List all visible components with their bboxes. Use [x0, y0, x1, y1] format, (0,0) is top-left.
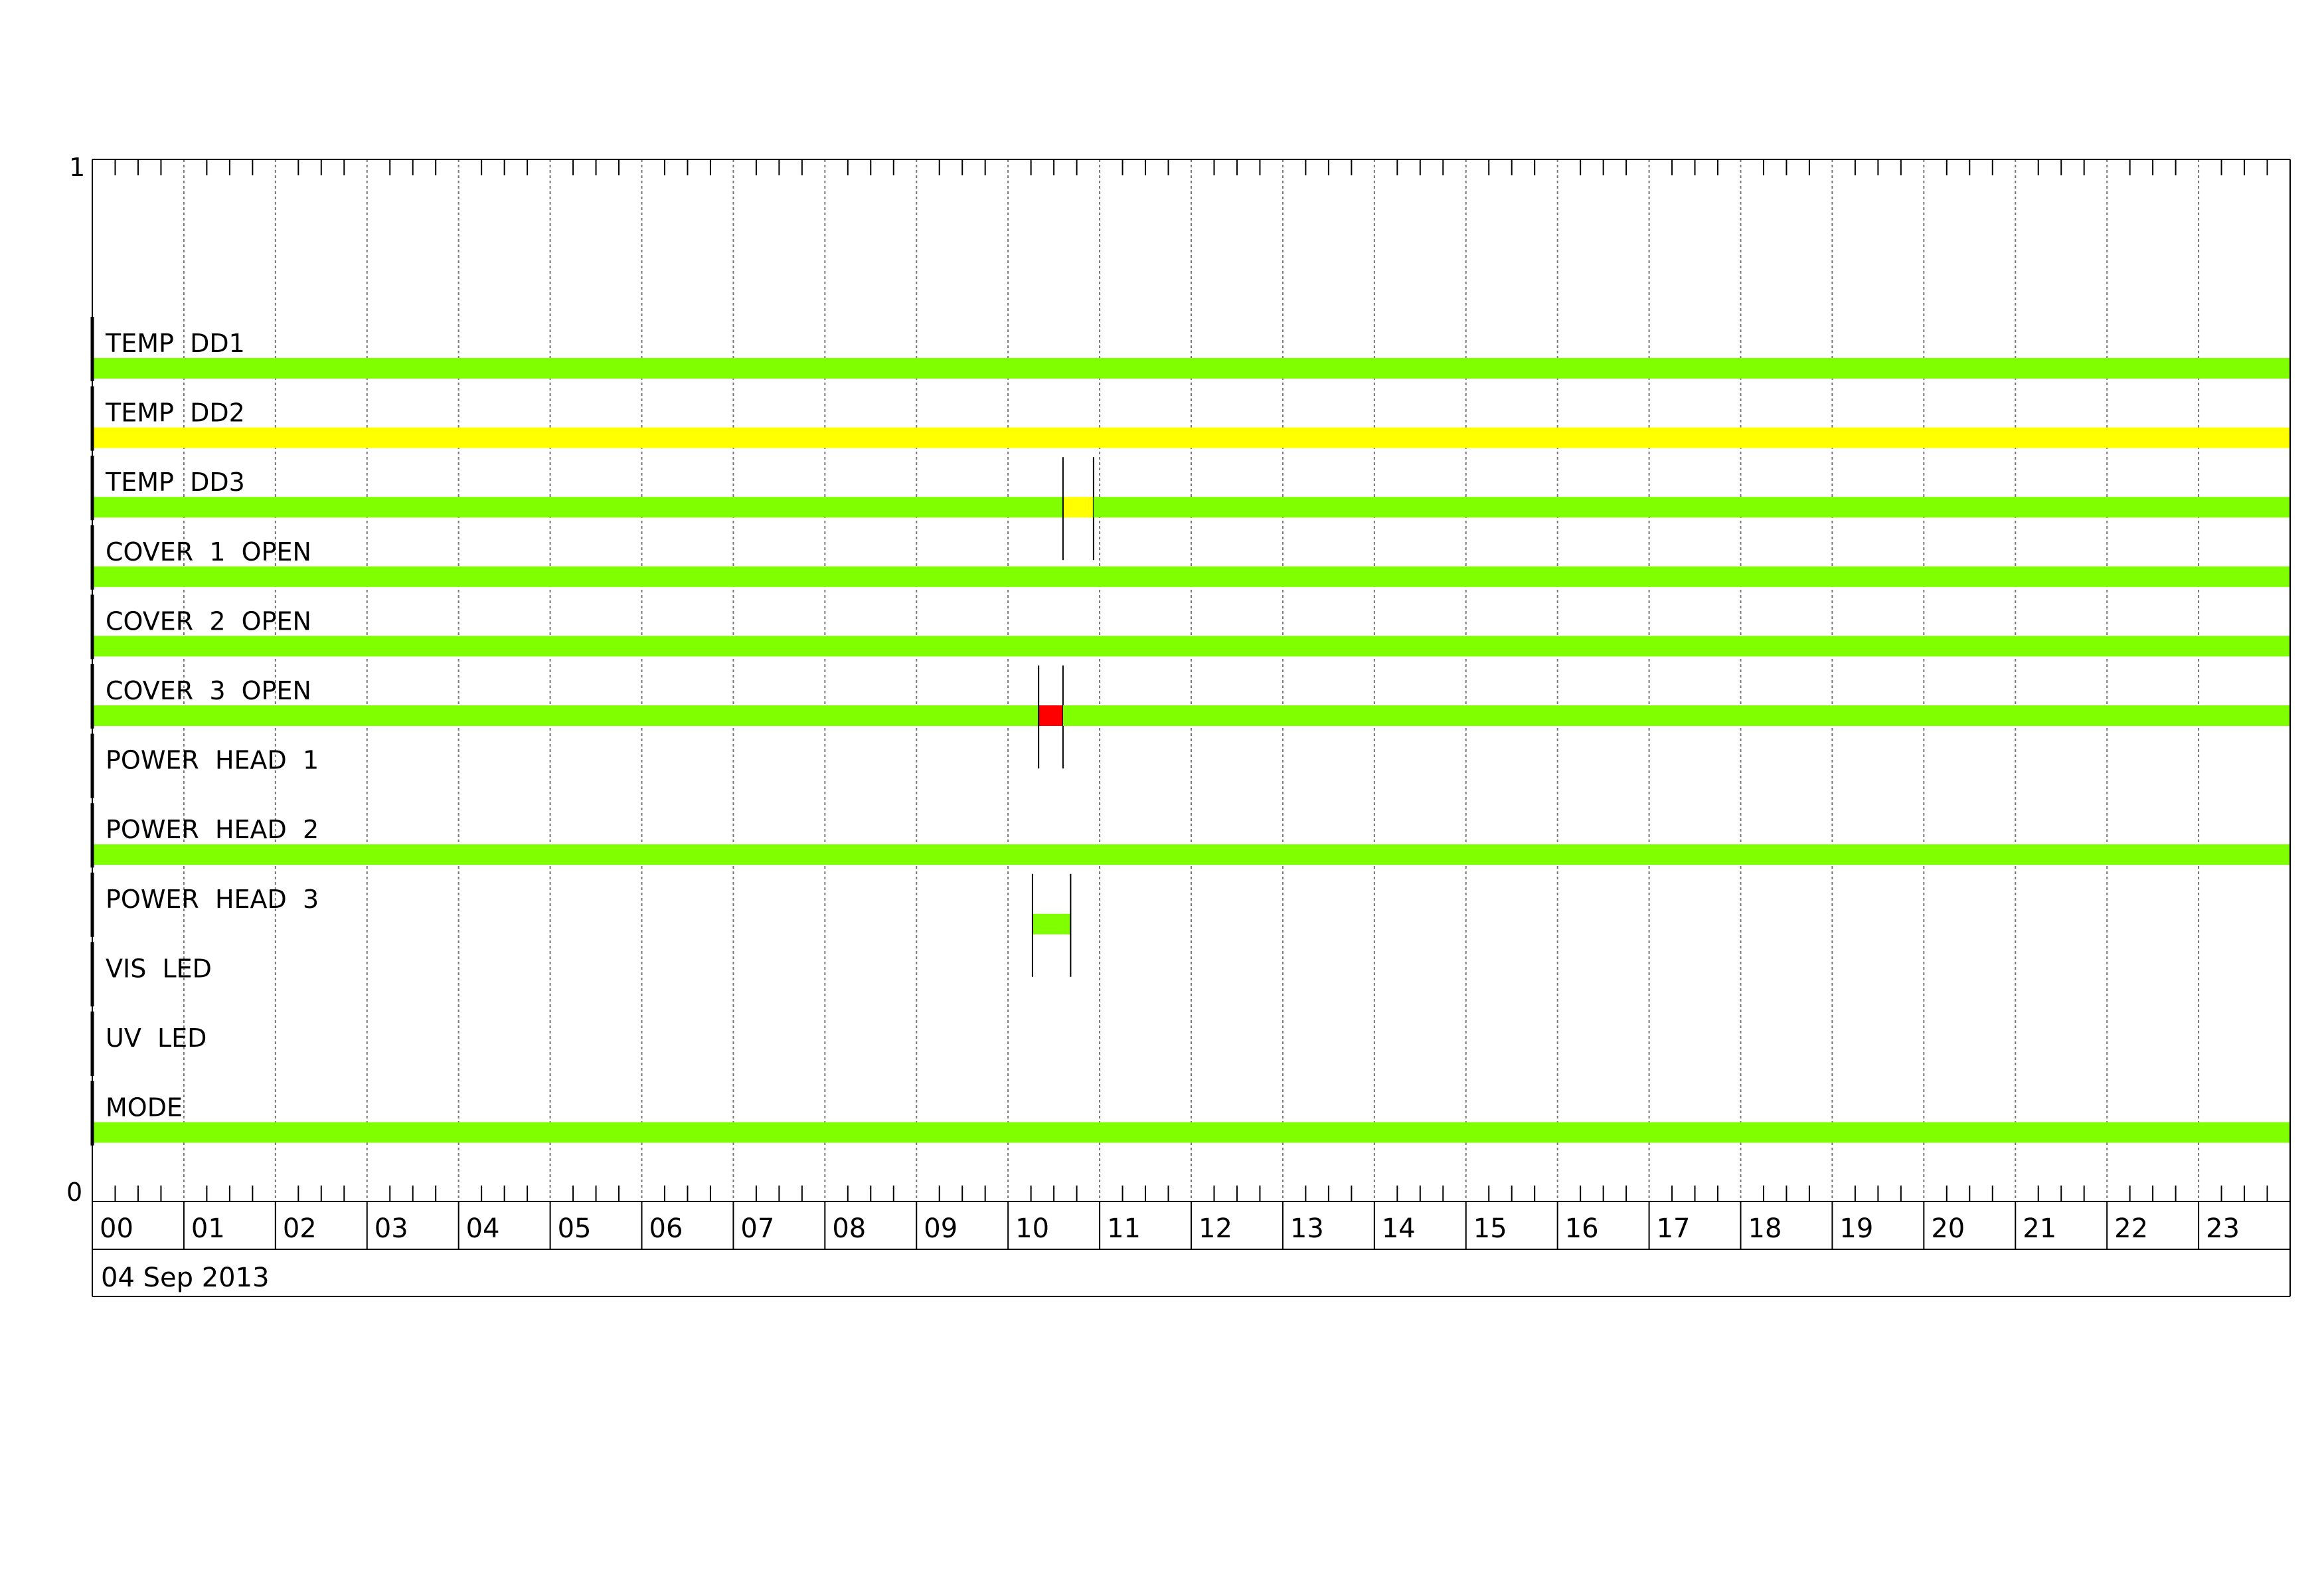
row-label: POWER HEAD 2 — [106, 815, 319, 844]
x-tick-label: 09 — [924, 1213, 957, 1244]
x-tick-label: 21 — [2023, 1213, 2056, 1244]
date-label: 04 Sep 2013 — [101, 1263, 270, 1293]
x-tick-label: 16 — [1565, 1213, 1599, 1244]
x-tick-label: 08 — [832, 1213, 866, 1244]
row-label: UV LED — [106, 1023, 207, 1053]
x-tick-label: 00 — [100, 1213, 133, 1244]
x-tick-label: 10 — [1015, 1213, 1049, 1244]
status-segment-warning — [1062, 497, 1094, 518]
status-segment-ok — [92, 636, 2290, 657]
row-label: COVER 1 OPEN — [106, 537, 311, 567]
x-tick-label: 07 — [740, 1213, 774, 1244]
status-segment-ok — [92, 566, 2290, 587]
x-tick-label: 01 — [191, 1213, 225, 1244]
x-tick-label: 14 — [1382, 1213, 1416, 1244]
status-bars — [92, 358, 2290, 1143]
x-tick-label: 06 — [649, 1213, 683, 1244]
x-tick-label: 15 — [1473, 1213, 1507, 1244]
status-segment-warning — [92, 427, 2290, 448]
x-tick-label: 11 — [1107, 1213, 1141, 1244]
x-tick-label: 19 — [1839, 1213, 1873, 1244]
status-segment-ok — [1093, 497, 2290, 518]
row-label: TEMP DD3 — [105, 468, 245, 497]
x-tick-label: 18 — [1748, 1213, 1782, 1244]
y-tick-top: 1 — [69, 153, 85, 182]
status-segment-ok — [92, 358, 2290, 379]
row-label: TEMP DD2 — [105, 398, 245, 428]
x-tick-label: 03 — [374, 1213, 408, 1244]
x-tick-label: 02 — [283, 1213, 317, 1244]
status-segment-ok — [92, 844, 2290, 865]
x-tick-label: 04 — [466, 1213, 500, 1244]
axes: 00 01 02 03 04 05 06 07 08 09 10 11 12 13 14 15 16 17 18 19… — [90, 159, 2291, 1297]
grid — [183, 159, 2200, 1201]
x-tick-label: 12 — [1199, 1213, 1232, 1244]
status-segment-ok — [1062, 705, 2290, 726]
x-tick-label: 22 — [2114, 1213, 2148, 1244]
x-tick-label: 23 — [2206, 1213, 2240, 1244]
x-tick-label: 05 — [558, 1213, 592, 1244]
y-tick-bottom: 0 — [66, 1178, 82, 1207]
status-segment-ok — [92, 497, 1063, 518]
row-label: COVER 3 OPEN — [106, 676, 311, 705]
status-segment-ok — [92, 705, 1039, 726]
row-label: POWER HEAD 1 — [106, 746, 319, 775]
x-tick-label: 17 — [1657, 1213, 1691, 1244]
status-segment-alarm — [1038, 705, 1063, 726]
row-label: COVER 2 OPEN — [106, 606, 311, 636]
x-tick-label: 13 — [1290, 1213, 1324, 1244]
status-segment-ok — [1032, 913, 1071, 934]
row-label: VIS LED — [106, 954, 212, 983]
x-tick-label: 20 — [1931, 1213, 1965, 1244]
status-segment-ok — [92, 1122, 2290, 1143]
row-label: POWER HEAD 3 — [106, 885, 319, 914]
row-label: MODE — [106, 1093, 183, 1122]
row-label: TEMP DD1 — [105, 329, 245, 358]
